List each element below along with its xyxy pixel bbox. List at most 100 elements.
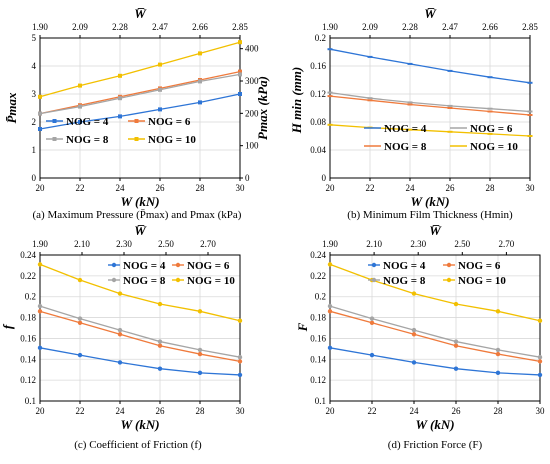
panel-caption: (a) Maximum Pressure (P̄max) and Pmax (k… [33,209,242,221]
data-point [238,40,242,45]
top-tick-label: 2.66 [482,22,498,32]
x-tick-label: 26 [156,406,166,416]
chart-panel-1: 20 22 24 26 28 301.90 2.09 2.28 2.47 2.66 2.850123… [4,6,270,221]
panel-caption: (b) Minimum Film Thickness (Hmin) [347,209,513,221]
series-line [329,48,531,84]
x-tick-label: 20 [326,406,336,416]
data-point [453,301,459,307]
data-point [495,347,501,353]
data-point [327,309,333,314]
plot-frame [329,37,531,179]
x-axis-label: W (kN) [120,194,159,209]
data-point [537,355,543,360]
series-line [329,305,541,358]
data-point [327,303,333,309]
top-tick-label: 2.10 [74,239,90,249]
top-tick-label: 1.90 [32,239,48,249]
chart-panel-2: 20 22 24 26 28 30 1.90 2.09 2.28 2.47 2.66 2.85 0 0.0… [289,6,538,221]
legend-marker [111,262,117,268]
plot-frame [39,254,241,402]
top-axis-label: W̅ [134,6,147,21]
series-line [329,91,531,113]
legend-entry: NOG = 6 [458,260,501,272]
data-point [197,370,203,376]
y-tick-label: 0.18 [20,313,36,323]
y-tick-label: 0.14 [20,354,36,364]
y-tick-label: 3 [32,89,37,99]
x-tick-label: 20 [36,406,46,416]
x-tick-label: 30 [236,406,246,416]
y-tick-label: 0.16 [310,333,326,343]
right-y-tick-label: 100 [245,141,259,151]
data-point [327,262,333,267]
top-tick-label: 2.50 [454,239,470,249]
data-point [197,347,203,353]
x-tick-label: 28 [196,406,206,416]
right-y-tick-label: 200 [245,108,259,118]
series-line [39,41,241,98]
data-point [158,107,162,112]
data-point [495,309,501,314]
top-tick-label: 2.47 [152,22,168,32]
data-point [327,345,333,351]
series-line [39,263,241,322]
top-tick-label: 2.09 [72,22,88,32]
series-line [329,310,541,363]
y-tick-label: 1 [32,145,37,155]
chart-panel-3: 20 22 24 26 28 30 1.90 2.10 2.30 2.50 2.70 0.1 0.12 0… [0,223,245,451]
top-tick-label: 2.30 [116,239,132,249]
data-point [157,339,163,344]
series-line [329,124,531,137]
data-point [453,366,459,371]
top-tick-label: 2.10 [366,239,382,249]
data-point [118,73,122,78]
y-tick-label: 0.12 [20,375,36,385]
x-axis-label: W (kN) [410,194,449,209]
data-point [117,291,123,296]
top-tick-label: 2.85 [522,22,538,32]
series-line [39,93,241,130]
legend-entry: NOG = 8 [383,275,426,287]
y-tick-label: 0.12 [310,89,326,99]
top-tick-label: 1.90 [32,22,48,32]
data-point [77,320,83,325]
y-tick-label: 0.1 [315,396,326,406]
y-tick-label: 0.16 [20,333,36,343]
x-tick-label: 20 [326,183,336,193]
data-point [77,352,83,358]
top-tick-label: 1.90 [322,239,338,249]
x-tick-label: 24 [410,406,420,416]
legend-entry: NOG = 4 [66,116,109,128]
data-point [158,62,162,67]
legend-marker [52,119,57,123]
legend-marker [446,262,452,268]
y-tick-label: 0.14 [310,354,326,364]
top-tick-label: 2.50 [158,239,174,249]
top-tick-label: 2.09 [362,22,378,32]
data-point [495,370,501,376]
data-point [37,345,43,351]
x-tick-label: 28 [494,406,504,416]
data-point [198,100,202,105]
y-axis-label: f [0,323,15,329]
x-tick-label: 22 [76,183,85,193]
top-tick-label: 2.30 [410,239,426,249]
data-point [117,332,123,337]
data-point [198,51,202,56]
y-axis-label: H min (mm) [289,67,304,134]
data-point [77,277,83,283]
x-tick-label: 26 [446,183,456,193]
data-point [37,262,43,267]
x-axis-label: W (kN) [415,417,454,432]
data-point [78,83,82,88]
chart-panel-4: 20 22 24 26 28 30 1.90 2.10 2.30 2.50 2.70 0.1 0.12 0… [295,223,545,451]
data-point [37,309,43,314]
legend-marker [134,119,139,123]
legend-marker [111,277,117,283]
top-tick-label: 2.28 [112,22,128,32]
x-tick-label: 28 [486,183,496,193]
legend-marker [371,262,377,268]
y-tick-label: 0.1 [25,396,36,406]
data-point [78,120,82,124]
legend-entry: NOG = 10 [458,275,506,287]
